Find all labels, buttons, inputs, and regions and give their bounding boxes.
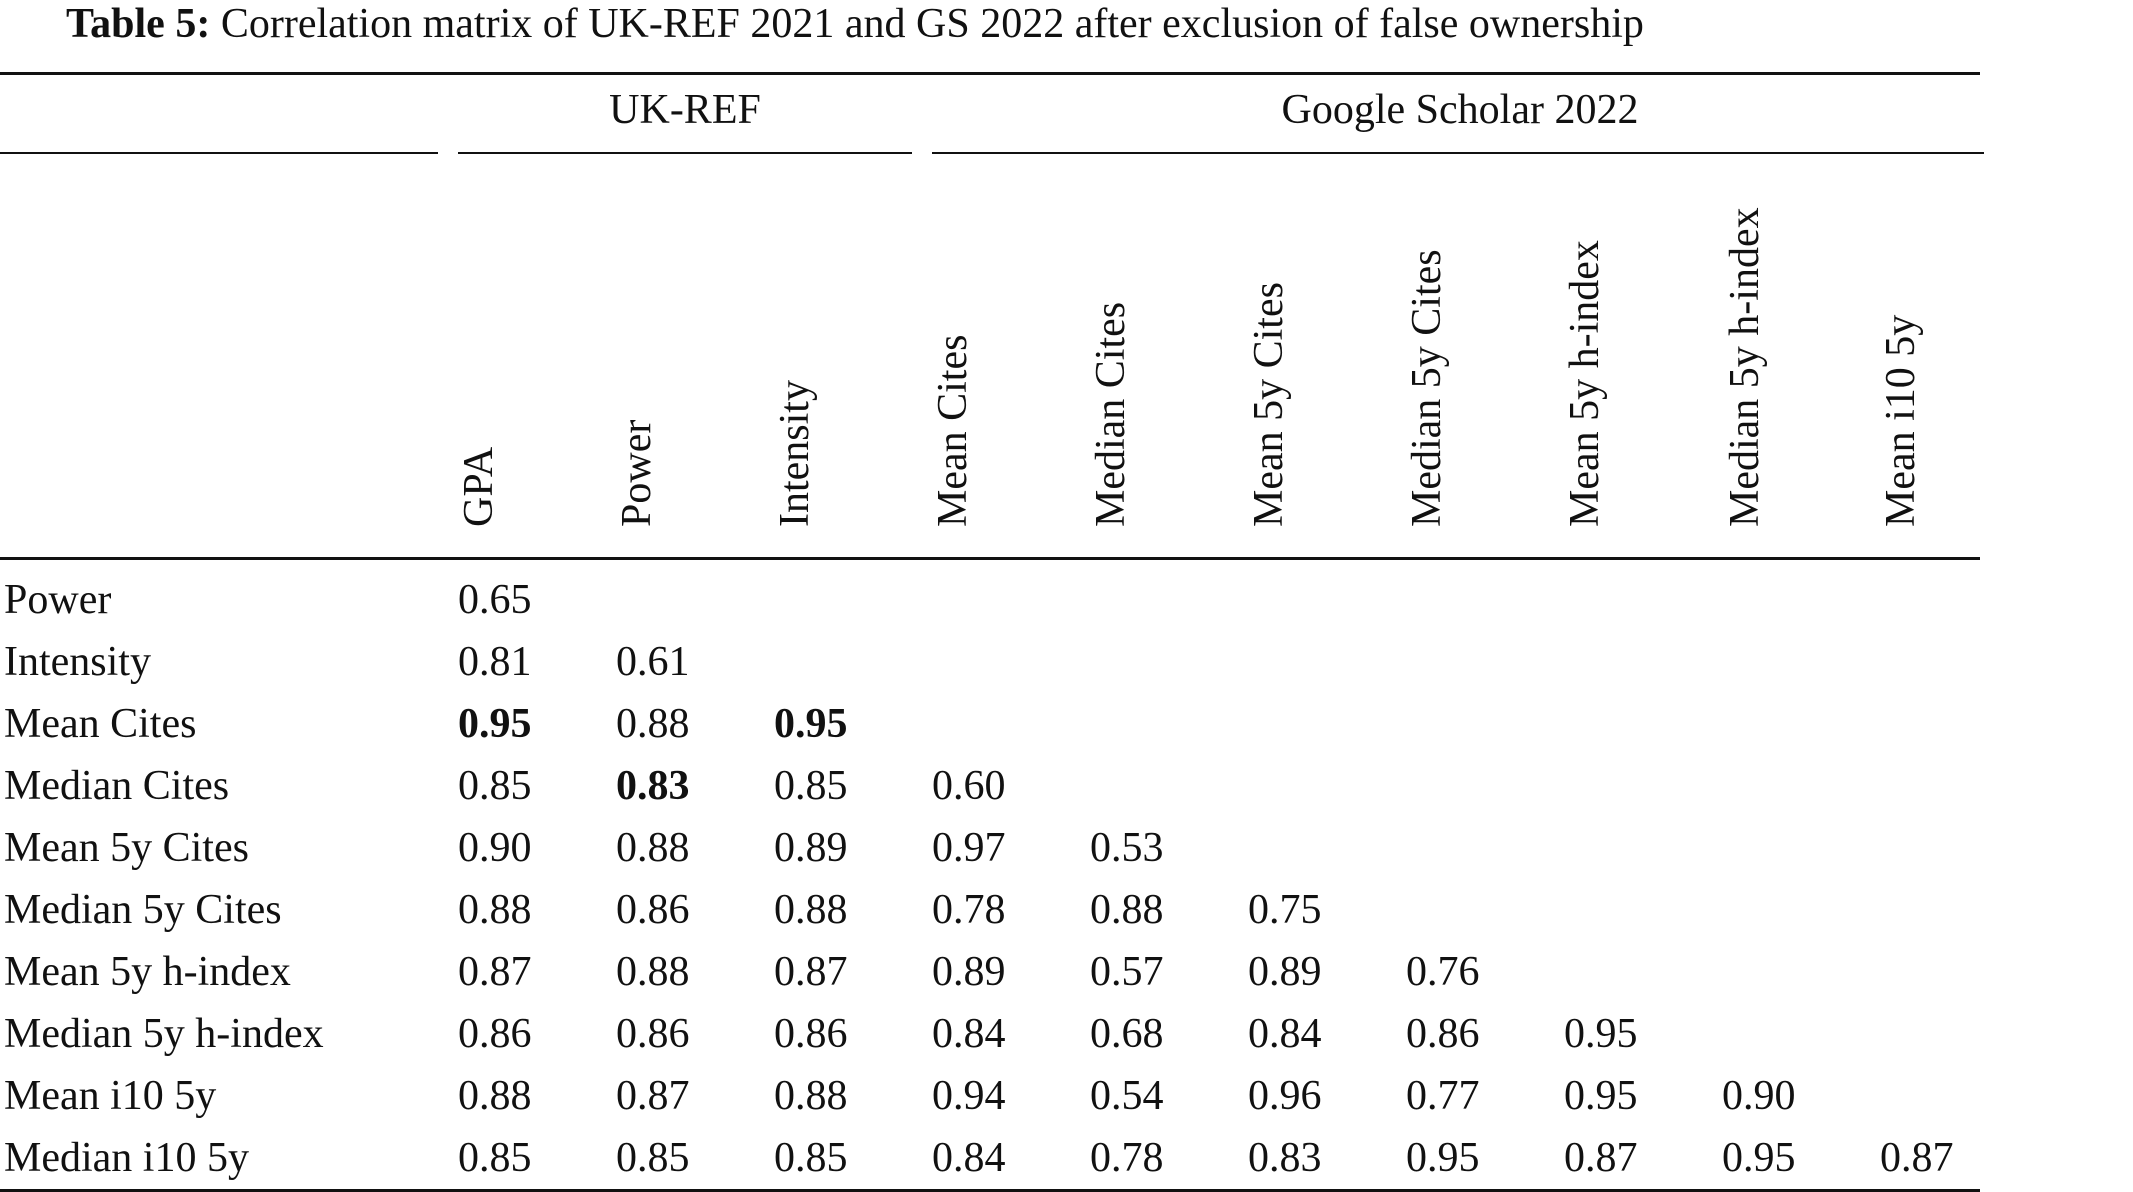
header-underline-ukref	[458, 152, 912, 154]
row-label: Mean i10 5y	[4, 1073, 217, 1119]
table-cell: 0.85	[616, 1135, 690, 1181]
table-cell: 0.90	[1722, 1073, 1796, 1119]
table-cell: 0.85	[774, 1135, 848, 1181]
table-cell: 0.84	[932, 1135, 1006, 1181]
row-label: Mean 5y Cites	[4, 825, 249, 871]
table-cell: 0.94	[932, 1073, 1006, 1119]
row-label: Median i10 5y	[4, 1135, 249, 1181]
table-cell: 0.95	[458, 701, 532, 747]
table-cell: 0.87	[774, 949, 848, 995]
table-cell: 0.61	[616, 639, 690, 685]
column-header: Median 5y h-index	[1722, 207, 1768, 527]
row-label: Median 5y h-index	[4, 1011, 324, 1057]
table-cell: 0.90	[458, 825, 532, 871]
table-cell: 0.87	[458, 949, 532, 995]
row-label: Power	[4, 577, 112, 623]
table-cell: 0.83	[1248, 1135, 1322, 1181]
column-header: Mean Cites	[930, 334, 976, 527]
table-number: Table 5:	[66, 1, 211, 47]
table-cell: 0.88	[458, 1073, 532, 1119]
table-cell: 0.89	[932, 949, 1006, 995]
header-bottom-rule	[0, 557, 1980, 560]
table-cell: 0.87	[616, 1073, 690, 1119]
table-cell: 0.88	[458, 887, 532, 933]
table-cell: 0.76	[1406, 949, 1480, 995]
table-cell: 0.86	[616, 887, 690, 933]
table-cell: 0.95	[1564, 1011, 1638, 1057]
table-cell: 0.97	[932, 825, 1006, 871]
table-cell: 0.95	[1564, 1073, 1638, 1119]
column-header: GPA	[456, 446, 502, 527]
table-cell: 0.89	[1248, 949, 1322, 995]
table-cell: 0.87	[1880, 1135, 1954, 1181]
column-header: Median Cites	[1088, 301, 1134, 527]
table-cell: 0.88	[616, 949, 690, 995]
table-cell: 0.88	[616, 825, 690, 871]
header-underline-google-scholar	[932, 152, 1984, 154]
caption-text: Correlation matrix of UK-REF 2021 and GS…	[220, 1, 1644, 47]
table-cell: 0.78	[932, 887, 1006, 933]
table-cell: 0.85	[458, 1135, 532, 1181]
table-cell: 0.85	[774, 763, 848, 809]
table-cell: 0.60	[932, 763, 1006, 809]
table-cell: 0.81	[458, 639, 532, 685]
table-cell: 0.88	[774, 1073, 848, 1119]
table-cell: 0.84	[932, 1011, 1006, 1057]
header-underline-stub	[0, 152, 438, 154]
table-cell: 0.86	[1406, 1011, 1480, 1057]
table-cell: 0.88	[616, 701, 690, 747]
column-header: Mean i10 5y	[1878, 314, 1924, 527]
table-cell: 0.84	[1248, 1011, 1322, 1057]
table-cell: 0.95	[1722, 1135, 1796, 1181]
table-cell: 0.57	[1090, 949, 1164, 995]
table-cell: 0.88	[1090, 887, 1164, 933]
table-cell: 0.88	[774, 887, 848, 933]
top-rule	[0, 72, 1980, 75]
column-header: Intensity	[772, 380, 818, 527]
table-cell: 0.86	[458, 1011, 532, 1057]
table-cell: 0.96	[1248, 1073, 1322, 1119]
table-cell: 0.83	[616, 763, 690, 809]
table-cell: 0.75	[1248, 887, 1322, 933]
column-header: Mean 5y Cites	[1246, 282, 1292, 527]
table-cell: 0.68	[1090, 1011, 1164, 1057]
table-cell: 0.65	[458, 577, 532, 623]
column-header: Median 5y Cites	[1404, 249, 1450, 527]
table-cell: 0.53	[1090, 825, 1164, 871]
row-label: Median Cites	[4, 763, 230, 809]
table-cell: 0.54	[1090, 1073, 1164, 1119]
row-label: Mean Cites	[4, 701, 197, 747]
table-cell: 0.85	[458, 763, 532, 809]
row-label: Intensity	[4, 639, 151, 685]
table-caption: Table 5: Correlation matrix of UK-REF 20…	[66, 0, 1966, 48]
table-cell: 0.78	[1090, 1135, 1164, 1181]
table-cell: 0.86	[774, 1011, 848, 1057]
column-header: Power	[614, 419, 660, 527]
table-cell: 0.77	[1406, 1073, 1480, 1119]
table-cell: 0.86	[616, 1011, 690, 1057]
row-label: Mean 5y h-index	[4, 949, 291, 995]
table-cell: 0.89	[774, 825, 848, 871]
column-header: Mean 5y h-index	[1562, 240, 1608, 527]
row-label: Median 5y Cites	[4, 887, 282, 933]
table-cell: 0.87	[1564, 1135, 1638, 1181]
group-header-google-scholar: Google Scholar 2022	[1281, 87, 1639, 133]
group-header-ukref: UK-REF	[609, 87, 761, 133]
table-cell: 0.95	[774, 701, 848, 747]
table-cell: 0.95	[1406, 1135, 1480, 1181]
